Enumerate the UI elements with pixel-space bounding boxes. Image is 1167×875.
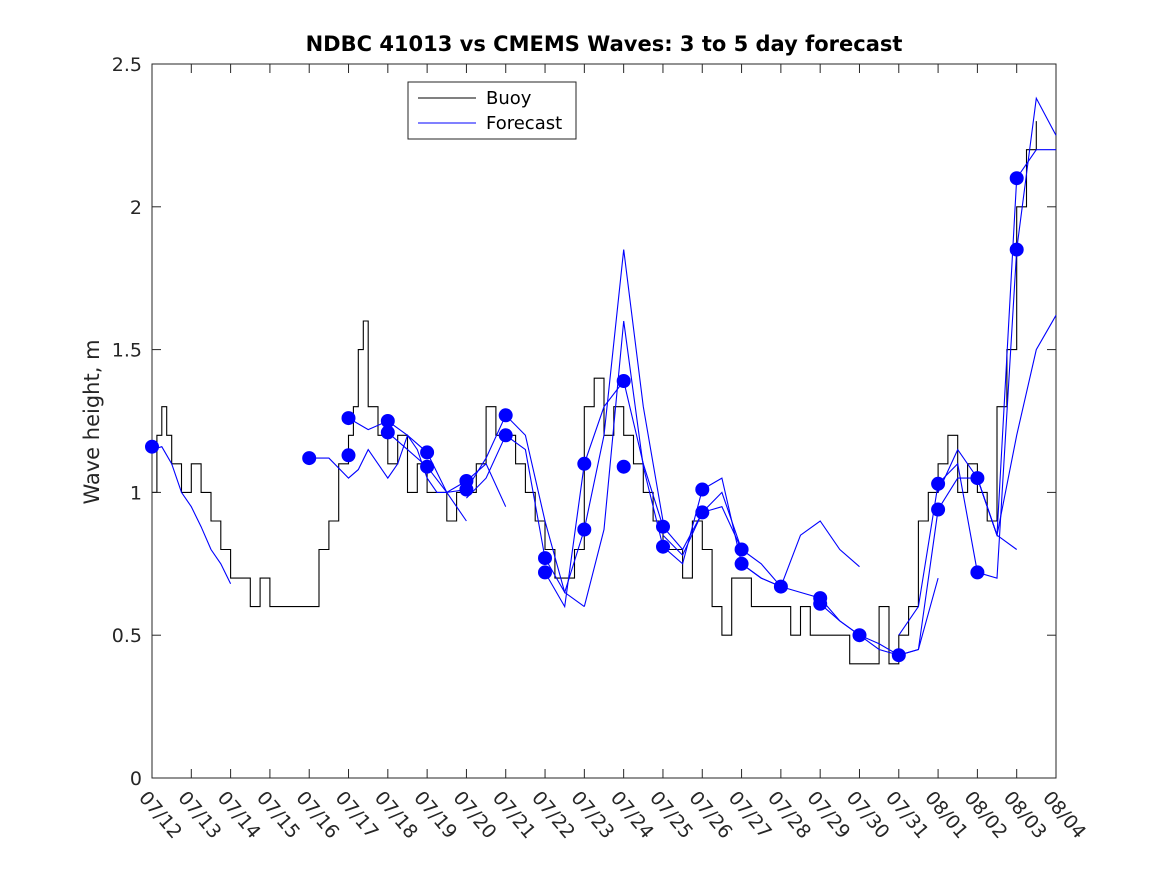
y-tick-label: 0 bbox=[130, 768, 142, 790]
forecast-marker bbox=[695, 482, 710, 497]
y-axis: 0 0.5 1 1.5 2 2.5 bbox=[112, 54, 1056, 790]
forecast-marker bbox=[1009, 171, 1024, 186]
y-tick-label: 0.5 bbox=[112, 625, 142, 647]
forecast-marker bbox=[734, 542, 749, 557]
y-tick-label: 1.5 bbox=[112, 340, 142, 362]
forecast-marker bbox=[420, 445, 435, 460]
forecast-marker bbox=[931, 476, 946, 491]
forecast-marker bbox=[577, 456, 592, 471]
forecast-marker bbox=[145, 439, 159, 454]
legend: Buoy Forecast bbox=[407, 81, 577, 140]
forecast-marker bbox=[538, 551, 552, 566]
forecast-marker bbox=[695, 505, 710, 520]
forecast-marker bbox=[302, 451, 317, 466]
forecast-marker bbox=[656, 539, 670, 554]
forecast-marker bbox=[734, 556, 749, 571]
forecast-marker bbox=[341, 448, 356, 463]
axes-box bbox=[151, 63, 1057, 779]
forecast-series-line-13 bbox=[976, 315, 1057, 538]
y-tick-label: 2 bbox=[130, 197, 142, 219]
buoy-series-line bbox=[152, 121, 1037, 665]
forecast-series-line-2 bbox=[309, 434, 467, 522]
forecast-series-line-8 bbox=[662, 506, 860, 588]
plot-area bbox=[145, 63, 1057, 779]
forecast-series-line-4 bbox=[387, 414, 585, 608]
forecast-series-line-5 bbox=[466, 249, 664, 594]
forecast-marker bbox=[459, 482, 474, 497]
forecast-marker bbox=[498, 408, 513, 423]
forecast-series-line-1 bbox=[151, 446, 232, 585]
forecast-marker bbox=[656, 519, 670, 534]
forecast-marker bbox=[852, 628, 867, 643]
forecast-marker bbox=[970, 565, 985, 580]
forecast-marker bbox=[1009, 242, 1024, 257]
forecast-marker bbox=[420, 459, 435, 474]
forecast-marker bbox=[931, 502, 946, 517]
forecast-marker bbox=[891, 648, 906, 663]
forecast-marker bbox=[773, 579, 788, 594]
forecast-marker bbox=[616, 459, 631, 474]
forecast-marker bbox=[380, 425, 395, 440]
forecast-marker bbox=[970, 471, 985, 486]
legend-label: Forecast bbox=[486, 113, 562, 134]
forecast-marker bbox=[538, 565, 552, 580]
legend-box bbox=[407, 81, 577, 140]
forecast-marker bbox=[616, 374, 631, 388]
forecast-marker bbox=[498, 428, 513, 443]
forecast-marker bbox=[341, 411, 356, 426]
y-tick-label: 1 bbox=[130, 482, 142, 504]
forecast-marker bbox=[577, 522, 592, 537]
y-tick-label: 2.5 bbox=[112, 54, 142, 76]
y-axis-label: Wave height, m bbox=[80, 339, 104, 504]
legend-label: Buoy bbox=[486, 88, 532, 109]
forecast-marker bbox=[813, 596, 828, 611]
chart-title: NDBC 41013 vs CMEMS Waves: 3 to 5 day fo… bbox=[306, 32, 903, 56]
